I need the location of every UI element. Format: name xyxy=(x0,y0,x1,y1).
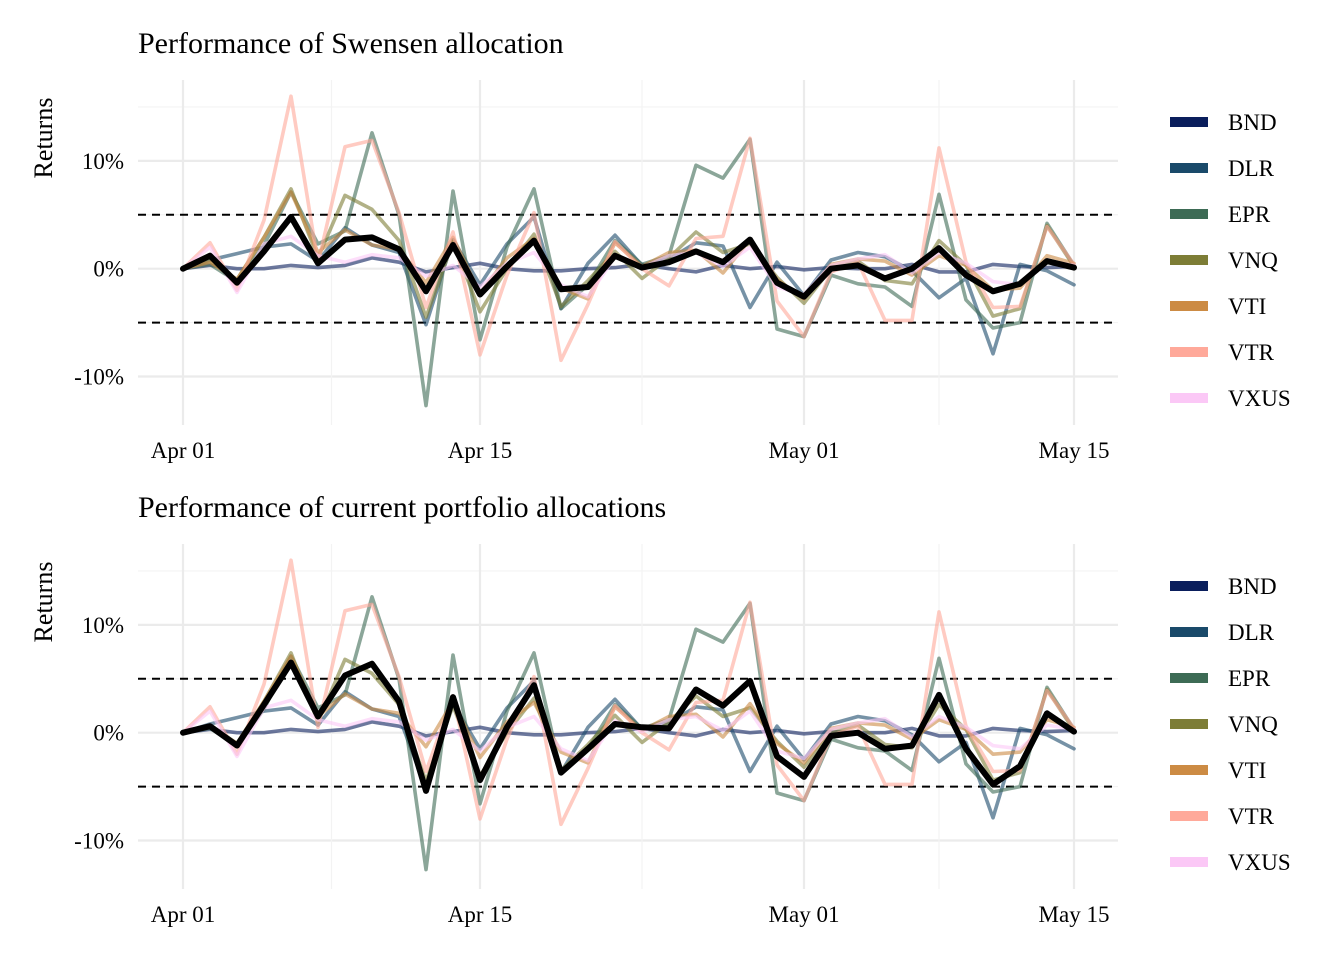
chart-title: Performance of Swensen allocation xyxy=(138,27,564,60)
y-axis-title: Returns xyxy=(29,98,58,179)
series-line-portfolio xyxy=(180,213,1077,300)
series-line-portfolio xyxy=(180,659,1077,794)
x-tick-label: May 15 xyxy=(1039,438,1110,463)
legend-key-epr xyxy=(1170,209,1208,219)
legend-label: VTI xyxy=(1228,758,1266,783)
legend-label: VNQ xyxy=(1228,248,1278,273)
legend-label: EPR xyxy=(1228,666,1271,691)
x-tick-label: Apr 01 xyxy=(151,438,216,463)
legend-label: VXUS xyxy=(1228,386,1291,411)
legend-label: VTR xyxy=(1228,340,1275,365)
legend-key-vti xyxy=(1170,765,1208,775)
legend-label: DLR xyxy=(1228,620,1275,645)
legend: BND DLR EPR VNQ VTI VTR VXUS xyxy=(1170,110,1291,411)
legend-key-dlr xyxy=(1170,163,1208,173)
legend-label: VXUS xyxy=(1228,850,1291,875)
x-tick-label: Apr 01 xyxy=(151,902,216,927)
legend-label: VNQ xyxy=(1228,712,1278,737)
legend-label: BND xyxy=(1228,110,1277,135)
legend-key-vnq xyxy=(1170,255,1208,265)
legend-label: DLR xyxy=(1228,156,1275,181)
legend-key-vxus xyxy=(1170,857,1208,867)
y-axis-title: Returns xyxy=(29,562,58,643)
y-tick-label: -10% xyxy=(74,364,124,389)
y-tick-label: 0% xyxy=(93,721,124,746)
legend-key-vnq xyxy=(1170,719,1208,729)
x-tick-label: May 01 xyxy=(769,438,840,463)
x-tick-label: Apr 15 xyxy=(448,438,513,463)
y-tick-label: 10% xyxy=(82,149,124,174)
x-tick-label: Apr 15 xyxy=(448,902,513,927)
x-tick-label: May 01 xyxy=(769,902,840,927)
legend-key-bnd xyxy=(1170,117,1208,127)
legend-key-vtr xyxy=(1170,811,1208,821)
chart-panel-current: Performance of current portfolio allocat… xyxy=(29,491,1291,927)
legend-label: EPR xyxy=(1228,202,1271,227)
series-line-vtr xyxy=(181,558,1076,827)
chart-panel-swensen: Performance of Swensen allocation Return… xyxy=(29,27,1291,463)
legend-key-vti xyxy=(1170,301,1208,311)
x-tick-label: May 15 xyxy=(1039,902,1110,927)
legend-label: VTR xyxy=(1228,804,1275,829)
legend-key-bnd xyxy=(1170,581,1208,591)
legend-key-epr xyxy=(1170,673,1208,683)
series-line-vtr xyxy=(181,94,1076,363)
legend-label: BND xyxy=(1228,574,1277,599)
legend-key-vxus xyxy=(1170,393,1208,403)
y-tick-label: 0% xyxy=(93,257,124,282)
legend-key-vtr xyxy=(1170,347,1208,357)
legend-label: VTI xyxy=(1228,294,1266,319)
y-tick-label: -10% xyxy=(74,828,124,853)
legend-key-dlr xyxy=(1170,627,1208,637)
y-tick-label: 10% xyxy=(82,613,124,638)
chart-title: Performance of current portfolio allocat… xyxy=(138,491,666,524)
legend: BND DLR EPR VNQ VTI VTR VXUS xyxy=(1170,574,1291,875)
